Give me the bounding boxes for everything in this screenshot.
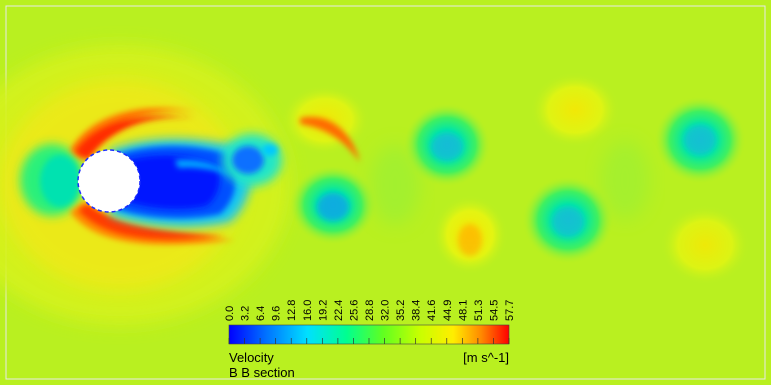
legend-tick-label: 0.0 (224, 306, 236, 321)
legend-tick-label: 3.2 (240, 306, 252, 321)
cylinder (77, 149, 141, 213)
legend-tick-label: 19.2 (317, 300, 329, 321)
legend-tick-label: 28.8 (364, 300, 376, 321)
legend-tick-label: 32.0 (380, 300, 392, 321)
color-legend: 0.0 3.2 6.4 9.6 12.8 16.0 19.2 22.4 25.6 28.8 32.0… (224, 300, 516, 380)
legend-ticks: 0.0 3.2 6.4 9.6 12.8 16.0 19.2 22.4 25.6 28.8 32.0… (224, 300, 516, 344)
legend-tick-label: 35.2 (395, 300, 407, 321)
velocity-contours (0, 45, 750, 325)
legend-variable: Velocity (229, 350, 274, 365)
legend-tick-label: 12.8 (286, 300, 298, 321)
legend-tick-label: 44.9 (442, 300, 454, 321)
legend-tick-label: 41.6 (426, 300, 438, 321)
legend-tick-label: 16.0 (302, 300, 314, 321)
legend-tick-label: 54.5 (488, 300, 500, 321)
legend-tick-label: 6.4 (255, 306, 267, 321)
legend-tick-label: 38.4 (411, 300, 423, 321)
legend-tick-label: 57.7 (504, 300, 516, 321)
legend-location: B B section (229, 365, 295, 380)
legend-tick-label: 51.3 (473, 300, 485, 321)
legend-tick-label: 9.6 (271, 306, 283, 321)
legend-tick-label: 25.6 (348, 300, 360, 321)
legend-units: [m s^-1] (463, 350, 509, 365)
legend-tick-label: 48.1 (457, 300, 469, 321)
legend-tick-label: 22.4 (333, 300, 345, 321)
